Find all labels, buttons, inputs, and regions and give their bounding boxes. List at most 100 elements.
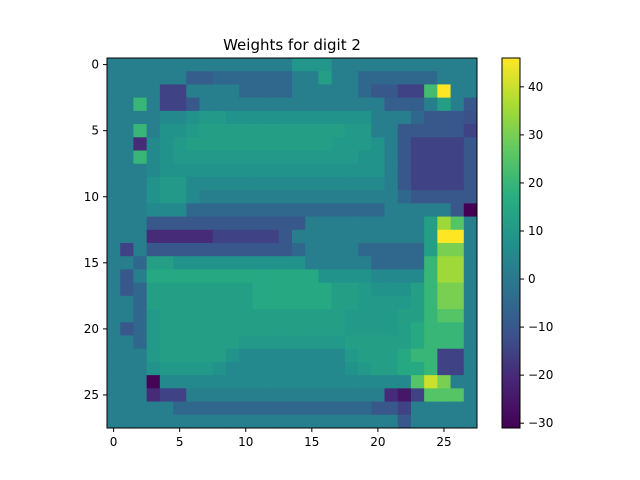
heatmap-cell [146, 309, 161, 323]
heatmap-cell [265, 269, 280, 284]
heatmap-cell [199, 269, 214, 284]
heatmap-cell [159, 388, 174, 402]
heatmap-cell [397, 401, 412, 416]
heatmap-cell [133, 388, 148, 402]
heatmap-cells [107, 58, 478, 429]
heatmap-cell [344, 401, 359, 416]
heatmap-cell [358, 309, 372, 323]
heatmap-cell [292, 97, 306, 112]
heatmap-cell [424, 163, 438, 178]
heatmap-cell [186, 375, 200, 389]
heatmap-cell [397, 256, 412, 270]
heatmap-cell [450, 309, 465, 323]
heatmap-cell [133, 97, 148, 112]
heatmap-cell [463, 335, 478, 350]
heatmap-cell [424, 243, 438, 257]
heatmap-cell [318, 58, 333, 72]
heatmap-cell [358, 243, 372, 257]
heatmap-cell [384, 269, 399, 284]
heatmap-cell [120, 309, 134, 323]
heatmap-cell [265, 110, 280, 125]
heatmap-cell [397, 110, 412, 125]
heatmap-cell [146, 375, 161, 389]
heatmap-cell [331, 150, 346, 165]
heatmap-cell [318, 137, 333, 151]
heatmap-cell [173, 190, 187, 204]
heatmap-cell [173, 269, 187, 284]
heatmap-cell [173, 322, 187, 336]
heatmap-cell [450, 216, 465, 231]
heatmap-cell [133, 414, 148, 429]
heatmap-cell [159, 124, 174, 138]
heatmap-cell [358, 71, 372, 85]
heatmap-cell [173, 216, 187, 231]
heatmap-cell [437, 163, 451, 178]
heatmap-cell [265, 256, 280, 270]
x-axis: 0 5 10 15 20 25 [110, 428, 452, 449]
heatmap-cell [292, 401, 306, 416]
heatmap-cell [318, 388, 333, 402]
heatmap-cell [146, 71, 161, 85]
heatmap-cell [107, 58, 121, 72]
heatmap-cell [159, 71, 174, 85]
heatmap-cell [292, 124, 306, 138]
x-tick-label: 25 [436, 435, 451, 449]
heatmap-cell [239, 216, 253, 231]
heatmap-cell [410, 124, 425, 138]
heatmap-cell [397, 322, 412, 336]
heatmap-cell [278, 375, 293, 389]
heatmap-cell [239, 401, 253, 416]
y-tick-label: 0 [91, 58, 99, 72]
heatmap-cell [331, 124, 346, 138]
heatmap-cell [305, 71, 319, 85]
heatmap-cell [424, 414, 438, 429]
heatmap-cell [384, 229, 399, 244]
heatmap-cell [305, 110, 319, 125]
heatmap-cell [424, 388, 438, 402]
heatmap-cell [397, 216, 412, 231]
heatmap-cell [159, 84, 174, 99]
heatmap-cell [107, 176, 121, 191]
heatmap-cell [199, 256, 214, 270]
heatmap-cell [252, 58, 266, 72]
heatmap-cell [358, 322, 372, 336]
heatmap-cell [173, 84, 187, 99]
heatmap-cell [199, 84, 214, 99]
heatmap-cell [344, 84, 359, 99]
heatmap-cell [107, 322, 121, 336]
heatmap-cell [133, 137, 148, 151]
heatmap-cell [384, 163, 399, 178]
heatmap-cell [107, 269, 121, 284]
heatmap-cell [107, 124, 121, 138]
heatmap-cell [265, 361, 280, 376]
heatmap-cell [371, 401, 385, 416]
heatmap-cell [410, 150, 425, 165]
heatmap-cell [331, 176, 346, 191]
heatmap-cell [450, 414, 465, 429]
heatmap-cell [437, 137, 451, 151]
heatmap-cell [371, 163, 385, 178]
heatmap-cell [173, 150, 187, 165]
heatmap-cell [173, 335, 187, 350]
heatmap-cell [186, 190, 200, 204]
heatmap-cell [384, 137, 399, 151]
heatmap-cell [252, 256, 266, 270]
heatmap-cell [239, 282, 253, 297]
heatmap-cell [252, 309, 266, 323]
heatmap-cell [265, 348, 280, 363]
heatmap-cell [239, 124, 253, 138]
heatmap-cell [186, 256, 200, 270]
heatmap-cell [318, 84, 333, 99]
heatmap-cell [107, 243, 121, 257]
heatmap-cell [305, 282, 319, 297]
heatmap-cell [292, 150, 306, 165]
heatmap-cell [305, 269, 319, 284]
heatmap-cell [331, 110, 346, 125]
heatmap-cell [212, 203, 227, 217]
heatmap-cell [133, 176, 148, 191]
heatmap-cell [173, 388, 187, 402]
heatmap-cell [159, 256, 174, 270]
heatmap-cell [252, 71, 266, 85]
heatmap-cell [107, 375, 121, 389]
y-tick-label: 25 [84, 388, 99, 402]
